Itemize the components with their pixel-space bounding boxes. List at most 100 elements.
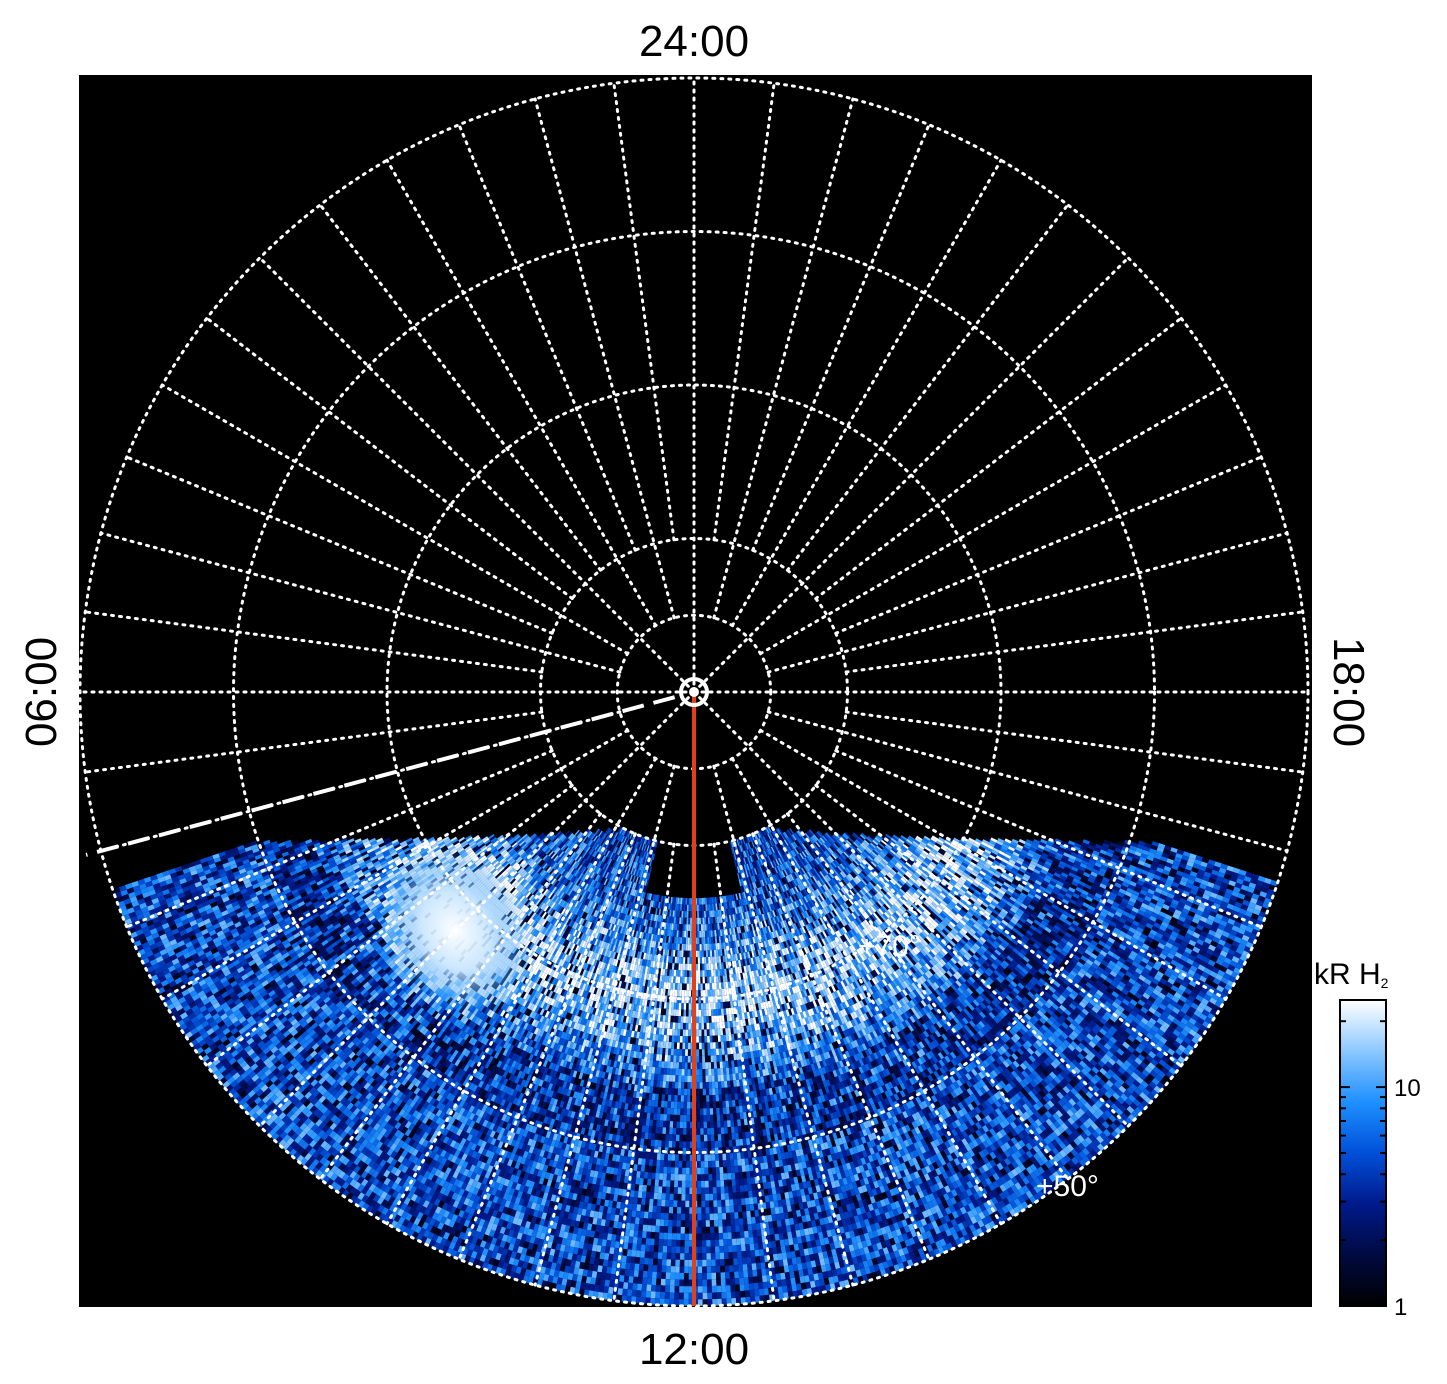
emission-cell	[322, 876, 330, 883]
emission-cell	[217, 973, 226, 981]
emission-cell	[324, 894, 332, 901]
emission-cell	[187, 945, 195, 953]
emission-cell	[262, 855, 270, 862]
emission-cell	[316, 894, 324, 901]
emission-cell	[121, 894, 130, 901]
emission-cell	[146, 919, 154, 927]
emission-cell	[182, 978, 191, 986]
emission-cell	[427, 836, 435, 843]
emission-cell	[163, 983, 171, 992]
emission-cell	[208, 863, 217, 869]
emission-cell	[286, 864, 295, 870]
emission-cell	[296, 925, 305, 933]
emission-cell	[378, 842, 386, 848]
emission-cell	[153, 951, 162, 959]
emission-cell	[247, 919, 256, 926]
emission-cell	[197, 889, 206, 896]
emission-cell	[360, 864, 368, 870]
emission-cell	[189, 949, 197, 956]
emission-cell	[160, 903, 169, 911]
emission-cell	[374, 863, 382, 869]
emission-cell	[263, 906, 271, 913]
emission-cell	[210, 901, 218, 908]
emission-cell	[171, 958, 180, 966]
emission-cell	[385, 856, 393, 863]
emission-cell	[356, 856, 364, 863]
emission-cell	[264, 893, 272, 900]
emission-cell	[231, 867, 239, 874]
emission-cell	[178, 996, 187, 1004]
emission-cell	[248, 905, 256, 912]
emission-cell	[151, 947, 160, 955]
emission-cell	[227, 856, 235, 863]
emission-cell	[224, 945, 232, 952]
emission-cell	[208, 943, 217, 951]
emission-cell	[200, 928, 209, 936]
emission-cell	[232, 870, 241, 877]
emission-cell	[156, 971, 165, 979]
emission-cell	[288, 867, 296, 873]
emission-cell	[188, 883, 196, 890]
emission-cell	[167, 901, 175, 908]
emission-cell	[170, 909, 179, 916]
emission-cell	[207, 859, 215, 866]
emission-cell	[318, 897, 326, 904]
emission-cell	[193, 927, 201, 935]
emission-cell	[266, 897, 274, 904]
emission-cell	[284, 839, 292, 846]
emission-cell	[165, 945, 174, 953]
emission-cell	[133, 904, 141, 912]
emission-cell	[315, 848, 324, 854]
emission-cell	[264, 936, 273, 943]
emission-cell	[335, 843, 343, 849]
emission-cell	[275, 853, 283, 860]
emission-cell	[196, 975, 205, 983]
emission-cell	[371, 884, 379, 891]
emission-cell	[205, 922, 213, 929]
emission-cell	[160, 979, 169, 987]
emission-cell	[237, 928, 246, 936]
emission-cell	[334, 899, 342, 906]
emission-cell	[251, 863, 259, 870]
emission-cell	[143, 876, 152, 884]
emission-cell	[224, 931, 232, 938]
emission-cell	[264, 949, 273, 957]
emission-cell	[301, 865, 310, 871]
emission-cell	[355, 869, 363, 876]
emission-cell	[241, 922, 250, 929]
emission-cell	[201, 861, 209, 868]
emission-cell	[385, 841, 393, 848]
emission-cell	[368, 879, 376, 886]
emission-cell	[176, 981, 185, 989]
emission-cell	[239, 918, 248, 925]
emission-cell	[195, 960, 204, 968]
emission-cell	[230, 928, 238, 935]
emission-cell	[255, 946, 263, 953]
emission-cell	[143, 895, 152, 903]
emission-cell	[377, 881, 385, 887]
emission-cell	[197, 921, 205, 928]
emission-cell	[137, 898, 146, 905]
emission-cell	[205, 965, 214, 973]
emission-cell	[173, 988, 182, 996]
emission-cell	[219, 906, 227, 913]
emission-cell	[259, 952, 267, 960]
emission-cell	[145, 950, 154, 958]
emission-cell	[174, 1004, 183, 1012]
emission-cell	[267, 900, 276, 907]
emission-cell	[238, 848, 246, 855]
emission-cell	[266, 849, 275, 856]
emission-cell	[272, 936, 280, 943]
emission-cell	[375, 878, 383, 885]
emission-cell	[214, 926, 223, 934]
emission-cell	[228, 952, 237, 960]
emission-cell	[249, 892, 257, 899]
emission-cell	[367, 850, 375, 857]
emission-cell	[155, 940, 164, 948]
emission-cell	[340, 838, 348, 844]
emission-cell	[352, 848, 360, 855]
emission-cell	[351, 846, 359, 852]
emission-cell	[375, 865, 383, 872]
emission-cell	[183, 871, 192, 879]
emission-cell	[112, 887, 121, 894]
